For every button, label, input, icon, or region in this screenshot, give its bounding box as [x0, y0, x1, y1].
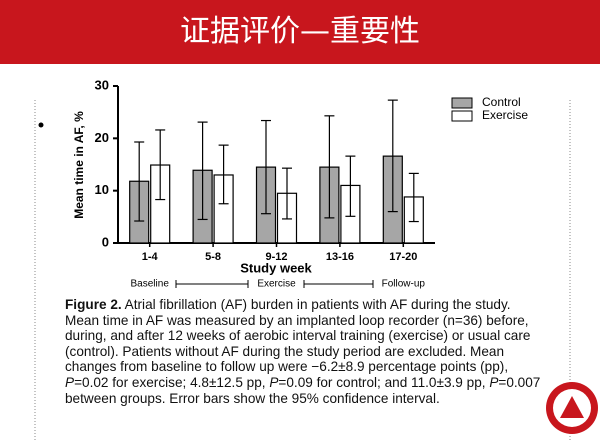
bullet [38, 122, 44, 128]
legend-label: Control [482, 95, 521, 109]
slide-title: 证据评价—重要性 [0, 0, 600, 64]
x-tick-label: 17-20 [389, 251, 417, 263]
chart: Mean time in AF, % Study week 0 10 20 30 1-4… [34, 77, 598, 440]
caption-text: Atrial fibrillation (AF) burden in patie… [65, 297, 531, 375]
y-axis-label: Mean time in AF, % [72, 111, 86, 219]
caption-text: =0.02 for exercise; 4.8±12.5 pp, [74, 374, 270, 390]
caption: Figure 2. Atrial fibrillation (AF) burde… [65, 297, 547, 406]
caption-text: =0.09 for control; and 11.0±3.9 pp, [278, 374, 490, 390]
caption-text: P [489, 374, 499, 390]
caption-text: Figure 2. [65, 297, 122, 312]
caption-text: =0.007 between groups. Error bars show t… [65, 374, 541, 406]
y-tick-label: 10 [95, 182, 109, 197]
caption-text: P [65, 374, 75, 390]
phase-label: Baseline [131, 279, 170, 290]
y-tick-label: 0 [102, 234, 109, 249]
phase-label: Follow-up [382, 279, 426, 290]
y-tick-label: 30 [95, 77, 109, 92]
logo [546, 382, 598, 434]
x-tick-label: 13-16 [326, 251, 354, 263]
x-axis-label: Study week [240, 260, 312, 275]
legend-swatch [451, 97, 473, 109]
x-tick-label: 5-8 [205, 251, 221, 263]
phase-label: Exercise [257, 279, 296, 290]
legend-label: Exercise [482, 108, 528, 122]
caption-text: P [269, 374, 279, 390]
x-tick-label: 1-4 [142, 251, 159, 263]
legend-swatch [451, 110, 473, 122]
x-tick-label: 9-12 [265, 251, 287, 263]
y-tick-label: 20 [95, 130, 109, 145]
